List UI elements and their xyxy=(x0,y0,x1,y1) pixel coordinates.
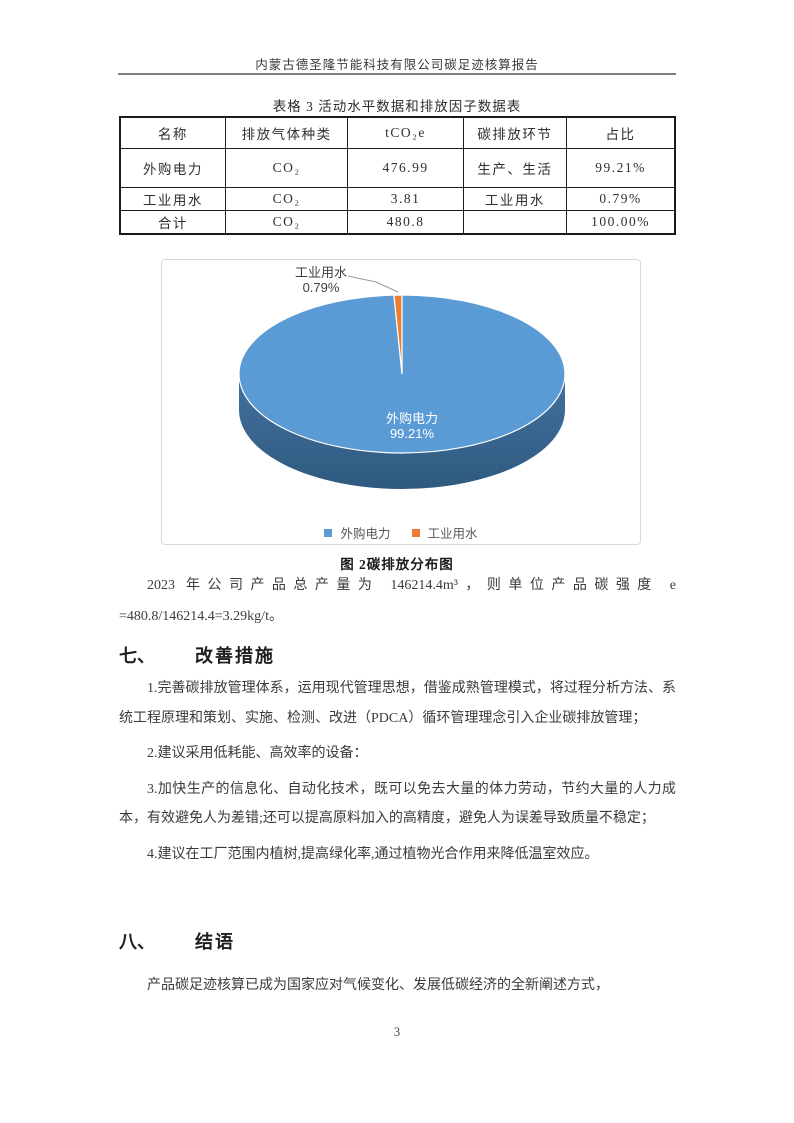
table-cell: 99.21% xyxy=(566,147,676,188)
intro-line-2: =480.8/146214.4=3.29kg/t。 xyxy=(119,609,283,624)
table-cell: 3.81 xyxy=(347,186,464,211)
legend-item-water: 工业用水 xyxy=(411,523,478,542)
table-caption: 表格 3 活动水平数据和排放因子数据表 xyxy=(272,99,522,114)
table-cell: 100.00% xyxy=(566,209,676,235)
pie-chart-panel: 工业用水 0.79% 外购电力 99.21% 外购电力 工业用水 xyxy=(161,259,641,545)
table-cell: CO₂ xyxy=(224,147,349,188)
chart-caption: 图 2碳排放分布图 xyxy=(340,557,454,572)
legend-label: 外购电力 xyxy=(340,527,391,541)
conclusion-paragraphs: 产品碳足迹核算已成为国家应对气候变化、发展低碳经济的全新阐述方式， xyxy=(119,971,676,1007)
section-number: 七、 xyxy=(119,646,155,666)
improvement-paragraph-3: 3.加快生产的信息化、自动化技术，既可以免去大量的体力劳动，节约大量的人力成本，… xyxy=(119,781,676,827)
section-title: 结语 xyxy=(195,932,235,952)
table-cell: 476.99 xyxy=(347,147,464,188)
emissions-table: 名称 排放气体种类 tCO₂e 碳排放环节 占比 外购电力 CO₂ 476.99… xyxy=(119,116,676,235)
pie-slice-water xyxy=(393,294,403,375)
table-header-cell: tCO₂e xyxy=(347,116,464,149)
table-header-row: 名称 排放气体种类 tCO₂e 碳排放环节 占比 xyxy=(119,116,676,149)
table-cell: 外购电力 xyxy=(119,147,226,188)
improvement-paragraph-4: 4.建议在工厂范围内植树,提高绿化率,通过植物光合作用来降低温室效应。 xyxy=(147,846,599,862)
table-cell: 生产、生活 xyxy=(462,147,568,188)
table-row: 合计 CO₂ 480.8 100.00% xyxy=(119,209,676,235)
page-number: 3 xyxy=(393,1025,401,1039)
pie-side-wall xyxy=(239,374,565,489)
section-heading-improvements: 七、 改善措施 xyxy=(119,646,676,666)
chart-legend: 外购电力 工业用水 xyxy=(162,523,640,542)
label-electricity-name: 外购电力 xyxy=(385,411,438,426)
table-cell: 合计 xyxy=(119,209,226,235)
improvement-paragraph-1: 1.完善碳排放管理体系，运用现代管理思想，借鉴成熟管理模式，将过程分析方法、系统… xyxy=(119,681,676,726)
table-cell: 480.8 xyxy=(347,209,464,235)
section-number: 八、 xyxy=(119,932,155,952)
label-electricity: 外购电力 99.21% xyxy=(362,411,462,441)
section-heading-conclusion: 八、 结语 xyxy=(119,932,676,952)
table-cell: CO₂ xyxy=(224,209,349,235)
label-water-name: 工业用水 xyxy=(294,265,347,280)
label-electricity-pct: 99.21% xyxy=(389,426,435,441)
label-water: 工业用水 0.79% xyxy=(281,265,361,295)
table-cell: CO₂ xyxy=(224,186,349,211)
table-header-cell: 排放气体种类 xyxy=(224,116,349,149)
table-cell xyxy=(462,209,568,235)
improvement-paragraph-2: 2.建议采用低耗能、高效率的设备： xyxy=(147,746,368,761)
label-water-pct: 0.79% xyxy=(302,280,340,295)
conclusion-paragraph: 产品碳足迹核算已成为国家应对气候变化、发展低碳经济的全新阐述方式， xyxy=(147,978,609,993)
table-row: 外购电力 CO₂ 476.99 生产、生活 99.21% xyxy=(119,147,676,188)
pie-chart-svg xyxy=(238,275,566,489)
header-rule xyxy=(118,73,676,75)
leader-line xyxy=(347,275,399,293)
legend-label: 工业用水 xyxy=(427,527,478,541)
section-title: 改善措施 xyxy=(195,646,275,666)
legend-swatch-electricity-icon xyxy=(324,528,333,537)
table-row: 工业用水 CO₂ 3.81 工业用水 0.79% xyxy=(119,186,676,211)
table-header-cell: 碳排放环节 xyxy=(462,116,568,149)
table-cell: 0.79% xyxy=(566,186,676,211)
doc-header-title: 内蒙古德圣隆节能科技有限公司碳足迹核算报告 xyxy=(255,58,539,72)
table-cell: 工业用水 xyxy=(119,186,226,211)
legend-item-electricity: 外购电力 xyxy=(324,523,391,542)
legend-swatch-water-icon xyxy=(411,528,420,537)
table-header-cell: 占比 xyxy=(566,116,676,149)
table-header-cell: 名称 xyxy=(119,116,226,149)
intro-line-1: 2023 年公司产品总产量为 146214.4m³，则单位产品碳强度 e xyxy=(147,578,676,593)
table-cell: 工业用水 xyxy=(462,186,568,211)
improvements-paragraphs: 1.完善碳排放管理体系，运用现代管理思想，借鉴成熟管理模式，将过程分析方法、系统… xyxy=(119,674,676,875)
